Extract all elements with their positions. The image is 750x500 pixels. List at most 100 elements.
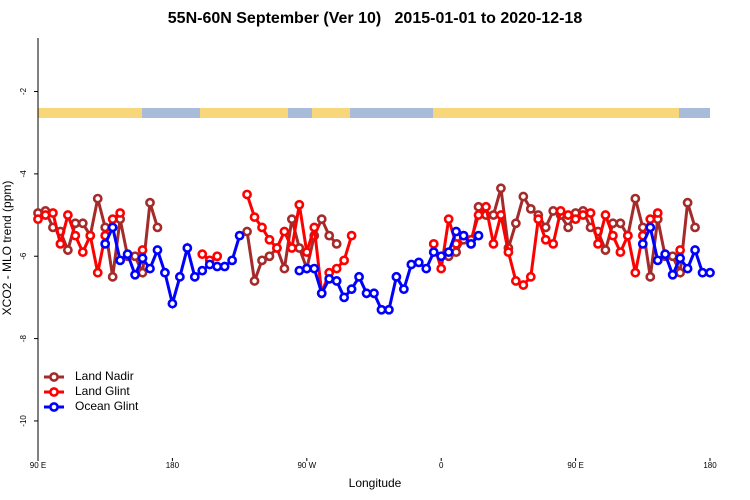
data-point bbox=[197, 265, 208, 276]
data-point bbox=[257, 222, 267, 233]
x-tick-label: 90 E bbox=[30, 461, 46, 470]
data-point bbox=[33, 214, 43, 225]
data-point bbox=[675, 267, 686, 278]
data-point bbox=[540, 234, 551, 245]
data-point bbox=[346, 284, 357, 295]
data-point bbox=[137, 253, 148, 264]
map-strip bbox=[38, 108, 710, 118]
data-point bbox=[167, 298, 178, 309]
data-point bbox=[600, 210, 611, 220]
data-point bbox=[279, 263, 290, 274]
data-point bbox=[182, 243, 193, 253]
data-point bbox=[294, 243, 305, 253]
data-point bbox=[540, 222, 551, 233]
legend-marker bbox=[49, 372, 59, 382]
data-point bbox=[555, 206, 566, 216]
data-point bbox=[451, 247, 462, 258]
data-point bbox=[137, 245, 148, 255]
x-tick-label: 180 bbox=[166, 461, 180, 470]
data-point bbox=[257, 255, 267, 266]
x-tick-label: 90 W bbox=[297, 461, 316, 470]
data-point bbox=[600, 245, 611, 255]
data-point bbox=[242, 226, 252, 237]
data-point bbox=[667, 251, 678, 262]
y-axis-label: XCO2 - MLO trend (ppm) bbox=[0, 181, 14, 316]
data-point bbox=[473, 201, 484, 212]
data-point bbox=[62, 210, 73, 220]
data-point bbox=[92, 193, 103, 204]
legend-marker bbox=[49, 402, 59, 412]
data-point bbox=[660, 249, 671, 260]
data-point bbox=[376, 304, 387, 315]
data-point bbox=[331, 263, 342, 274]
data-point bbox=[593, 238, 603, 249]
data-point bbox=[570, 214, 581, 225]
data-point bbox=[622, 230, 633, 241]
data-point bbox=[107, 214, 118, 225]
data-point bbox=[578, 210, 588, 220]
data-point bbox=[160, 267, 170, 278]
data-point bbox=[637, 238, 648, 249]
data-point bbox=[667, 269, 678, 280]
data-point bbox=[488, 210, 499, 220]
data-point bbox=[279, 226, 290, 237]
data-point bbox=[361, 288, 372, 299]
data-point bbox=[301, 247, 312, 258]
data-point bbox=[690, 245, 700, 255]
data-point bbox=[77, 247, 88, 258]
data-point bbox=[615, 247, 626, 258]
data-point bbox=[219, 261, 230, 272]
data-point bbox=[212, 261, 223, 272]
data-point bbox=[204, 259, 215, 270]
y-tick-label: -8 bbox=[19, 334, 28, 342]
data-point bbox=[286, 214, 297, 225]
data-point bbox=[682, 197, 693, 208]
data-point bbox=[585, 208, 596, 218]
x-tick-label: 180 bbox=[703, 461, 717, 470]
data-point bbox=[294, 199, 305, 210]
data-point bbox=[115, 208, 126, 218]
data-point bbox=[652, 208, 663, 218]
data-point bbox=[510, 218, 521, 229]
data-point bbox=[533, 214, 544, 225]
data-point bbox=[406, 259, 417, 270]
data-point bbox=[436, 251, 447, 262]
data-point bbox=[428, 238, 439, 249]
data-point bbox=[130, 251, 140, 262]
data-point bbox=[563, 210, 574, 220]
data-point bbox=[436, 263, 447, 274]
data-point bbox=[645, 222, 656, 233]
data-point bbox=[346, 230, 357, 241]
data-point bbox=[645, 271, 656, 282]
data-point bbox=[682, 263, 693, 274]
data-point bbox=[630, 193, 641, 204]
data-point bbox=[264, 251, 275, 262]
data-point bbox=[525, 203, 536, 214]
data-point bbox=[145, 197, 155, 208]
data-point bbox=[496, 210, 506, 220]
legend-marker bbox=[49, 387, 59, 397]
data-point bbox=[443, 214, 454, 225]
data-point bbox=[301, 263, 312, 274]
data-point bbox=[615, 218, 626, 229]
x-tick-label: 90 E bbox=[567, 461, 583, 470]
data-point bbox=[369, 288, 379, 299]
data-point bbox=[675, 253, 686, 264]
data-point bbox=[510, 276, 521, 286]
data-point bbox=[272, 243, 282, 253]
data-point bbox=[451, 226, 462, 237]
data-point bbox=[331, 276, 342, 286]
data-point bbox=[197, 249, 208, 260]
data-point bbox=[286, 243, 297, 253]
data-point bbox=[458, 230, 469, 241]
y-tick-label: -4 bbox=[19, 170, 28, 178]
data-point bbox=[496, 183, 506, 194]
data-point bbox=[316, 214, 327, 225]
y-tick-label: -2 bbox=[19, 87, 28, 95]
data-point bbox=[481, 201, 491, 212]
data-point bbox=[518, 280, 529, 290]
y-tick-label: -10 bbox=[19, 415, 28, 427]
data-point bbox=[518, 191, 529, 202]
data-point bbox=[122, 249, 133, 260]
